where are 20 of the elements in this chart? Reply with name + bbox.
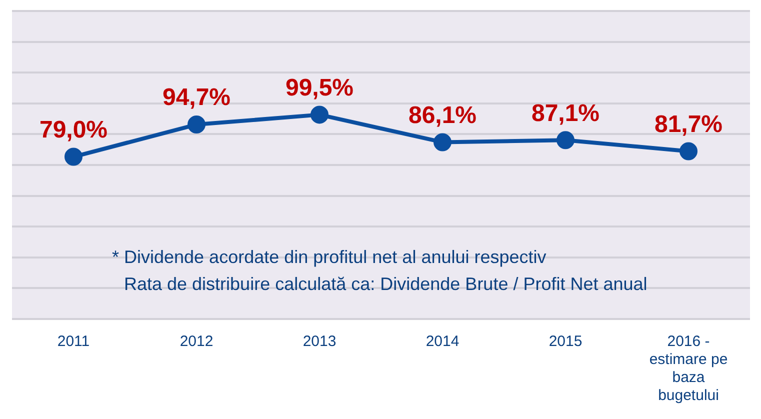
x-tick-label: 2013 xyxy=(302,333,336,350)
annotation: Rata de distribuire calculată ca: Dividende Brute / Profit Net anual xyxy=(124,274,648,294)
x-tick-label: 2011 xyxy=(57,333,90,350)
point xyxy=(310,106,328,124)
data-label: 94,7% xyxy=(162,84,231,112)
point xyxy=(434,133,452,152)
point xyxy=(556,131,574,150)
x-tick-label: 2015 xyxy=(548,333,582,350)
annotation: * Dividende acordate din profitul net al anului respectiv xyxy=(112,247,546,267)
point xyxy=(680,142,698,160)
data-label: 87,1% xyxy=(531,100,600,127)
data-label: 86,1% xyxy=(408,102,477,129)
data-label: 79,0% xyxy=(39,116,108,144)
data-label: 81,7% xyxy=(654,110,723,138)
data-label: 99,5% xyxy=(285,74,354,102)
point xyxy=(64,148,82,166)
point xyxy=(188,116,206,134)
x-tick-label: 2016 - estimare pe baza bugetului xyxy=(649,333,728,404)
x-tick-label: 2012 xyxy=(180,333,214,350)
x-tick-label: 2014 xyxy=(426,333,460,350)
